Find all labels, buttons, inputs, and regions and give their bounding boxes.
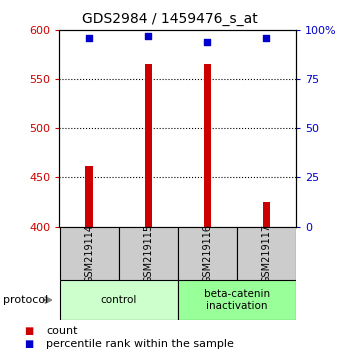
Text: ■: ■ xyxy=(24,326,34,336)
Bar xyxy=(59,227,119,280)
Point xyxy=(86,35,92,41)
Bar xyxy=(144,64,152,227)
Point xyxy=(146,33,151,39)
Text: GSM219114: GSM219114 xyxy=(84,224,94,282)
Text: GSM219116: GSM219116 xyxy=(202,224,212,282)
Point xyxy=(204,39,210,45)
Bar xyxy=(119,227,177,280)
Text: GSM219117: GSM219117 xyxy=(261,223,271,283)
Point xyxy=(264,35,269,41)
Text: protocol: protocol xyxy=(3,295,49,305)
Text: percentile rank within the sample: percentile rank within the sample xyxy=(46,339,234,349)
Text: GDS2984 / 1459476_s_at: GDS2984 / 1459476_s_at xyxy=(82,12,258,27)
Bar xyxy=(85,166,92,227)
Text: beta-catenin
inactivation: beta-catenin inactivation xyxy=(204,289,270,311)
Text: GSM219115: GSM219115 xyxy=(143,223,153,283)
Text: count: count xyxy=(46,326,78,336)
Text: ■: ■ xyxy=(24,339,34,349)
Bar xyxy=(237,227,296,280)
Bar xyxy=(177,227,237,280)
Bar xyxy=(177,280,296,320)
Bar xyxy=(263,202,270,227)
Text: control: control xyxy=(100,295,137,305)
Bar xyxy=(204,64,211,227)
Bar xyxy=(59,280,177,320)
